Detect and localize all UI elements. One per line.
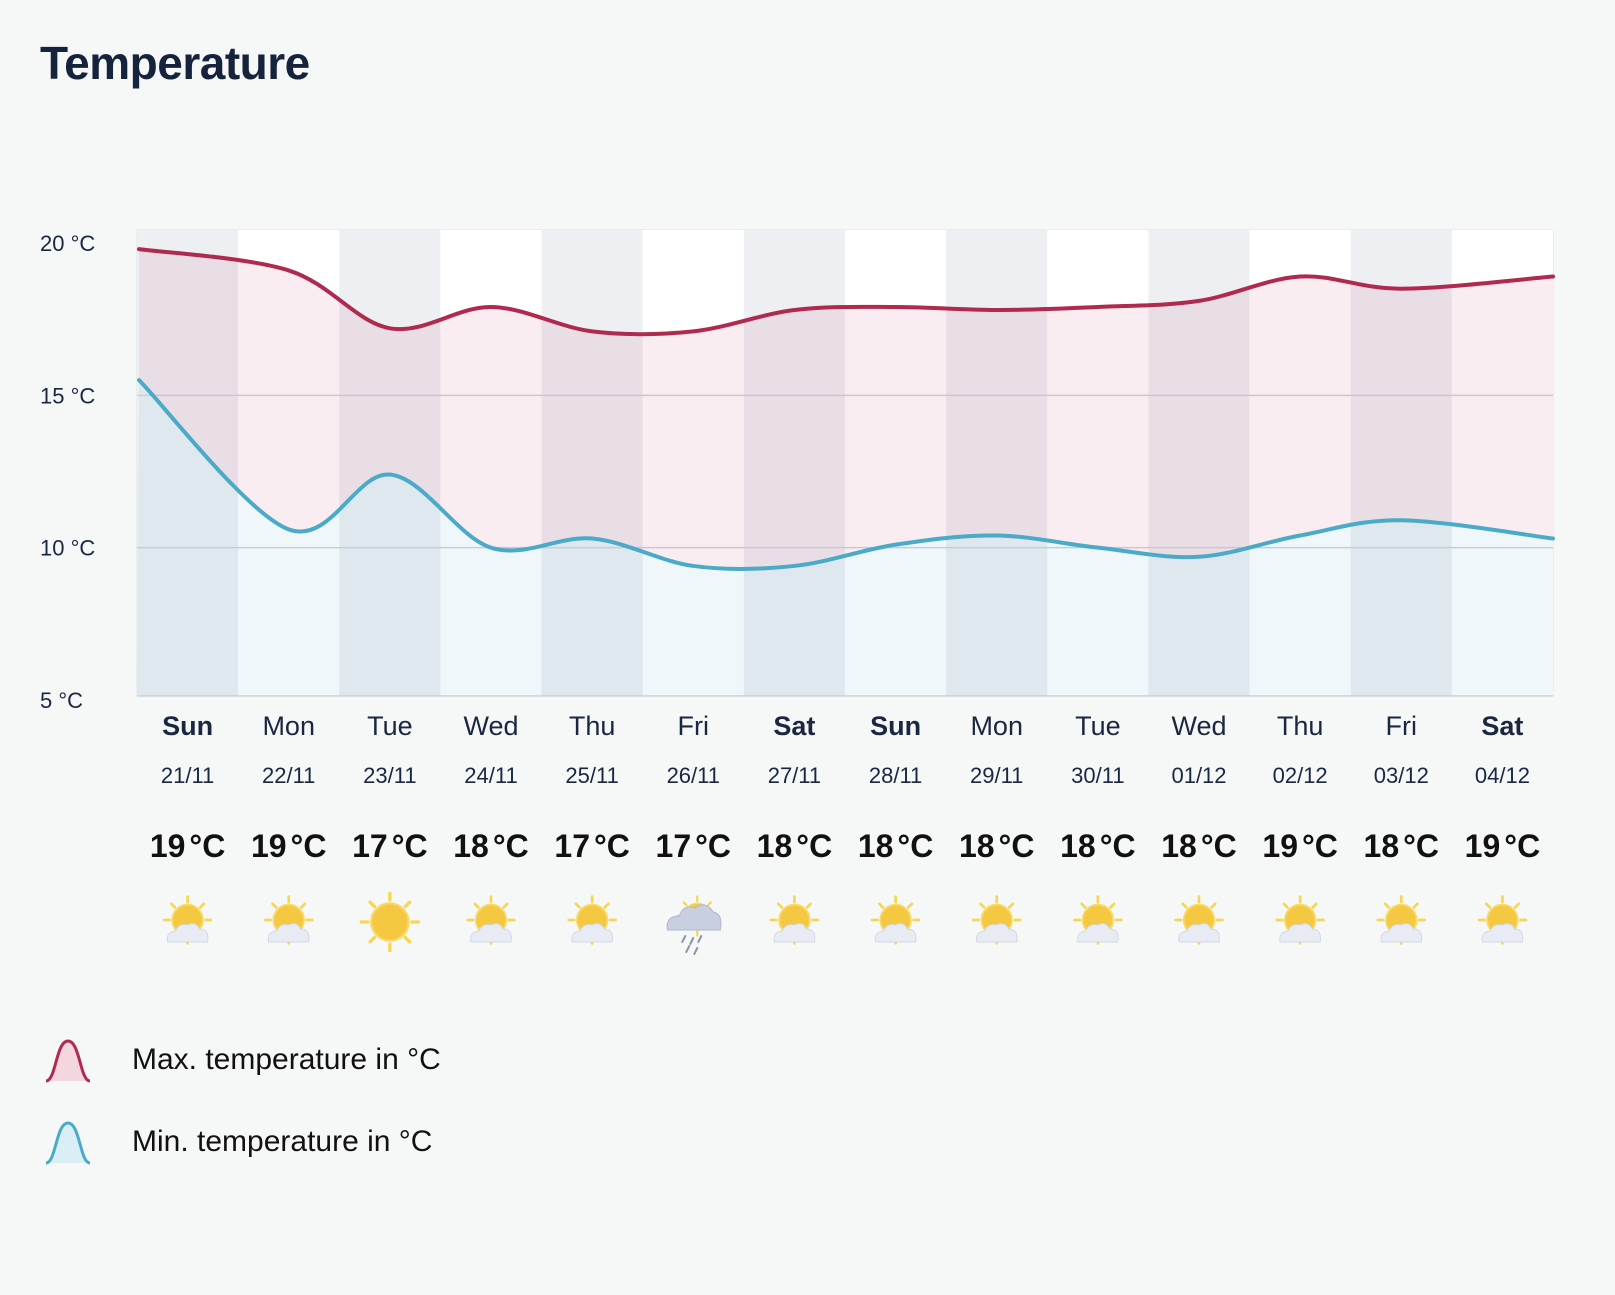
day-band <box>1451 230 1553 696</box>
sun-cloud-icon <box>1073 895 1123 945</box>
min-area <box>137 380 1553 696</box>
min-temperature-line <box>137 378 1555 572</box>
day-temp-label: 19 °C <box>1262 828 1338 864</box>
date-label: 02/12 <box>1273 763 1328 788</box>
day-band <box>541 230 643 696</box>
sun-cloud-icon <box>1275 895 1325 945</box>
day-temp-label: 18 °C <box>453 828 529 864</box>
date-label: 27/11 <box>768 763 821 788</box>
rain-cloud-icon <box>666 895 722 955</box>
day-temp-label: 19 °C <box>251 828 327 864</box>
date-label: 22/11 <box>262 763 315 788</box>
day-band <box>339 230 441 696</box>
y-tick-label: 10 °C <box>40 536 95 561</box>
day-label: Sat <box>773 711 815 741</box>
day-temp-label: 18 °C <box>1060 828 1136 864</box>
day-label: Fri <box>678 711 709 741</box>
date-label: 26/11 <box>667 763 720 788</box>
day-band <box>1148 230 1250 696</box>
day-label: Wed <box>1171 711 1226 741</box>
legend-item-max: Max. temperature in °C <box>40 1030 640 1090</box>
date-label: 04/12 <box>1475 763 1530 788</box>
date-label: 23/11 <box>363 763 416 788</box>
sun-cloud-icon <box>1477 895 1528 945</box>
page-title: Temperature <box>40 37 310 89</box>
date-label: 25/11 <box>565 763 618 788</box>
legend-item-min: Min. temperature in °C <box>40 1112 640 1172</box>
day-label: Thu <box>569 711 616 741</box>
day-temp-label: 18 °C <box>858 828 934 864</box>
sun-cloud-icon <box>1376 895 1427 945</box>
sun-icon <box>359 891 421 953</box>
day-temp-label: 18 °C <box>757 828 833 864</box>
date-label: 24/11 <box>464 763 517 788</box>
max-curve-icon <box>45 1039 91 1083</box>
max-temperature-line <box>137 247 1555 337</box>
sun-cloud-icon <box>769 895 820 945</box>
day-label: Tue <box>1075 711 1121 741</box>
legend-max-label: Max. temperature in °C <box>132 1043 441 1076</box>
day-temp-label: 18 °C <box>1161 828 1237 864</box>
day-band <box>1350 230 1452 696</box>
date-label: 21/11 <box>161 763 214 788</box>
date-label: 03/12 <box>1374 763 1429 788</box>
date-label: 01/12 <box>1171 763 1226 788</box>
day-band <box>137 230 239 696</box>
day-band <box>642 230 744 696</box>
legend-min-label: Min. temperature in °C <box>132 1125 433 1158</box>
sun-cloud-icon <box>870 895 921 945</box>
day-label: Sat <box>1481 711 1523 741</box>
sun-cloud-icon <box>263 895 314 945</box>
y-tick-label: 5 °C <box>40 688 83 713</box>
temperature-chart: 20 °C 15 °C 10 °C 5 °C Sun 21/11 19 °C Mon 22/11… <box>40 229 1555 955</box>
sun-cloud-icon <box>567 895 617 945</box>
day-label: Sun <box>162 711 213 741</box>
day-temp-label: 19 °C <box>1465 828 1541 864</box>
day-temp-label: 19 °C <box>150 828 226 864</box>
day-temp-label: 18 °C <box>1364 828 1440 864</box>
min-curve-icon <box>45 1121 91 1165</box>
sun-cloud-icon <box>466 895 516 945</box>
day-temp-label: 18 °C <box>959 828 1035 864</box>
day-label: Mon <box>262 711 315 741</box>
max-area <box>139 249 1553 570</box>
date-label: 30/11 <box>1071 763 1124 788</box>
day-label: Mon <box>970 711 1023 741</box>
day-band <box>238 230 340 696</box>
day-label: Sun <box>870 711 921 741</box>
day-label: Wed <box>463 711 518 741</box>
date-label: 28/11 <box>869 763 922 788</box>
day-label: Tue <box>367 711 413 741</box>
day-temp-label: 17 °C <box>656 828 732 864</box>
sun-cloud-icon <box>971 895 1022 945</box>
day-label: Thu <box>1277 711 1324 741</box>
sun-cloud-icon <box>1174 895 1224 945</box>
day-label: Fri <box>1386 711 1417 741</box>
day-temp-label: 17 °C <box>352 828 428 864</box>
day-temp-label: 17 °C <box>554 828 630 864</box>
y-tick-label: 20 °C <box>40 231 95 256</box>
y-tick-label: 15 °C <box>40 383 95 408</box>
sun-cloud-icon <box>162 895 213 945</box>
date-label: 29/11 <box>970 763 1023 788</box>
day-band <box>1249 230 1351 696</box>
